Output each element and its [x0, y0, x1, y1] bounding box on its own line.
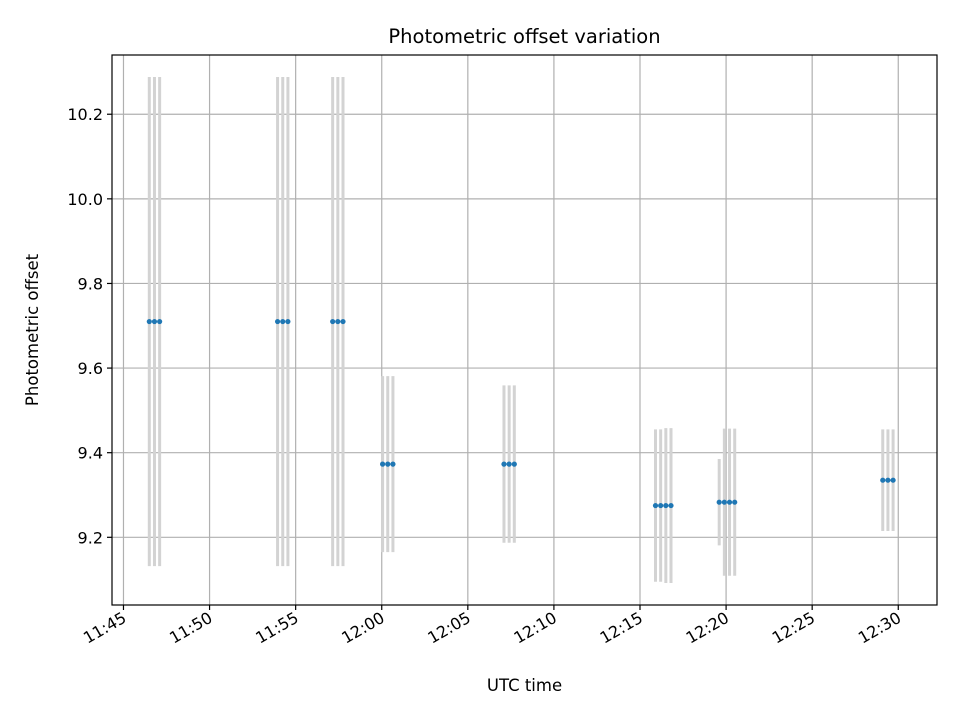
- y-tick-label: 9.4: [78, 444, 103, 463]
- data-point: [658, 502, 664, 509]
- data-point: [668, 502, 674, 509]
- y-axis-label: Photometric offset: [23, 253, 42, 406]
- data-point: [146, 318, 152, 325]
- data-point: [880, 477, 886, 483]
- data-point: [335, 318, 341, 325]
- data-point: [340, 318, 346, 325]
- y-tick-label: 9.2: [78, 528, 103, 547]
- data-point: [732, 499, 738, 505]
- data-point: [721, 499, 727, 505]
- data-point: [390, 461, 396, 467]
- data-point: [501, 461, 507, 467]
- plot-frame: [111, 54, 938, 606]
- data-point: [280, 318, 286, 325]
- data-point: [274, 318, 281, 325]
- y-tick-label: 9.8: [78, 274, 103, 293]
- y-tick-label: 10.2: [67, 105, 103, 124]
- y-tick-label: 9.6: [78, 359, 103, 378]
- data-point: [151, 318, 158, 325]
- data-point: [385, 461, 391, 467]
- grid-layer: [112, 55, 937, 605]
- x-axis-label: UTC time: [487, 676, 562, 695]
- data-point: [380, 461, 386, 467]
- data-point: [885, 477, 891, 483]
- chart-title: Photometric offset variation: [388, 25, 660, 48]
- data-point: [652, 502, 659, 509]
- data-point: [511, 461, 517, 467]
- y-tick-label: 10.0: [67, 190, 103, 209]
- data-point: [330, 318, 336, 325]
- data-point: [890, 477, 896, 483]
- data-point: [506, 461, 512, 467]
- point-layer: [146, 318, 896, 509]
- data-point: [285, 318, 291, 325]
- data-point: [157, 318, 163, 325]
- data-point: [716, 499, 722, 505]
- data-point: [663, 502, 669, 509]
- data-point: [726, 499, 733, 505]
